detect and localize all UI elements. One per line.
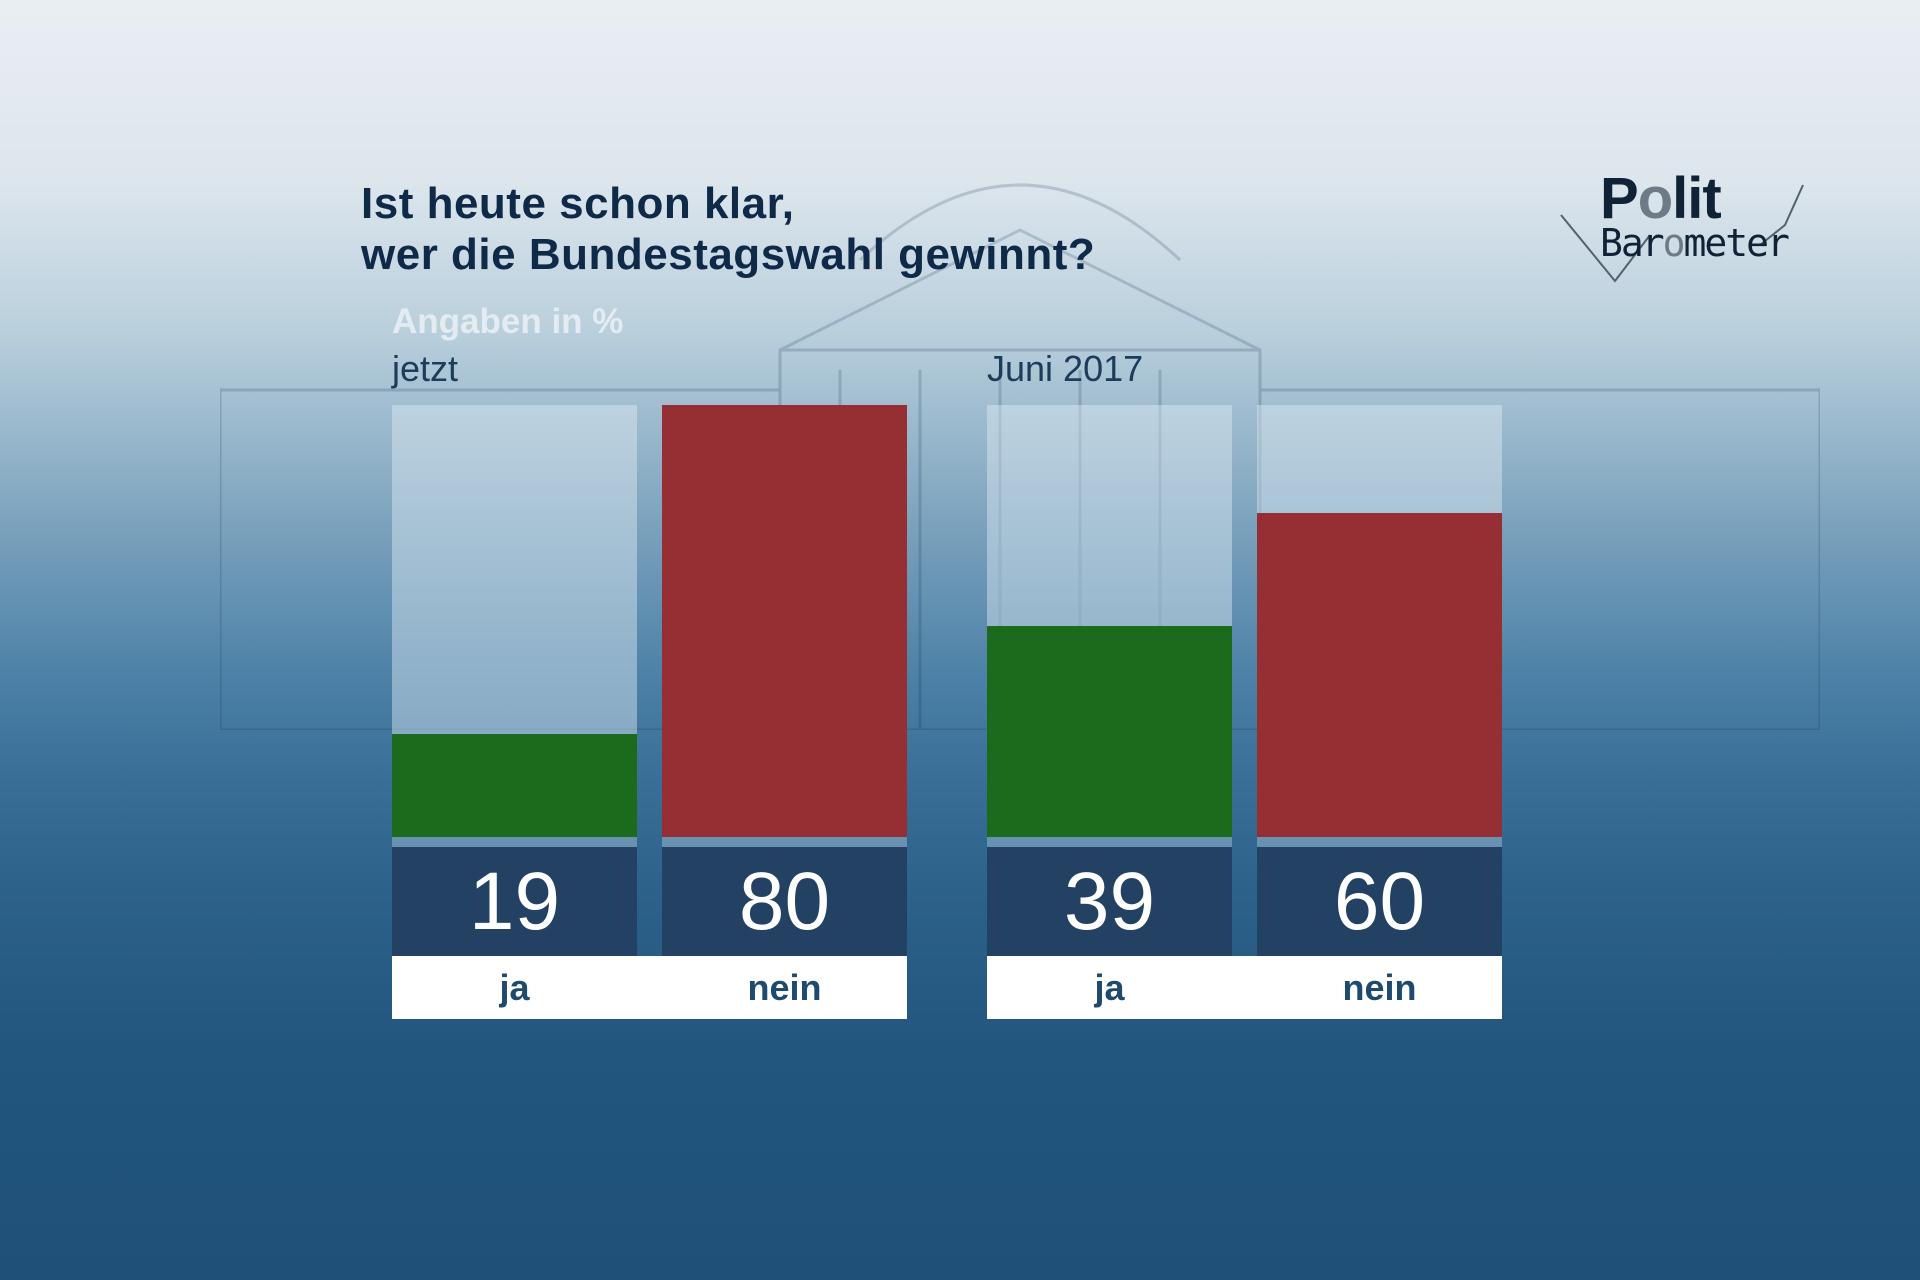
bar-ja bbox=[392, 734, 637, 837]
checkmark-icon bbox=[1560, 184, 1804, 283]
title-line-1: Ist heute schon klar, bbox=[361, 179, 795, 228]
bar-separator bbox=[392, 837, 637, 847]
group-label: jetzt bbox=[392, 348, 459, 389]
value-label: 80 bbox=[662, 847, 907, 956]
bar-separator bbox=[662, 837, 907, 847]
title-line-2: wer die Bundestagswahl gewinnt? bbox=[361, 230, 1096, 279]
value-label: 60 bbox=[1257, 847, 1502, 956]
bar-separator bbox=[987, 837, 1232, 847]
chart-subtitle: Angaben in % bbox=[392, 302, 624, 341]
politbarometer-logo: Polit Barometer bbox=[1555, 165, 1815, 285]
category-label: ja bbox=[499, 967, 530, 1008]
value-label: 39 bbox=[987, 847, 1232, 956]
group-label: Juni 2017 bbox=[987, 348, 1144, 389]
bar-nein bbox=[662, 405, 907, 837]
bar-ja bbox=[987, 626, 1232, 837]
category-label-strip bbox=[987, 956, 1502, 1019]
category-label: nein bbox=[747, 967, 822, 1008]
category-label: ja bbox=[1094, 967, 1125, 1008]
chart-title: Ist heute schon klar, wer die Bundestags… bbox=[361, 178, 1095, 280]
bar-nein bbox=[1257, 513, 1502, 837]
bar-separator bbox=[1257, 837, 1502, 847]
category-label: nein bbox=[1342, 967, 1417, 1008]
category-label-strip bbox=[392, 956, 907, 1019]
value-label: 19 bbox=[392, 847, 637, 956]
